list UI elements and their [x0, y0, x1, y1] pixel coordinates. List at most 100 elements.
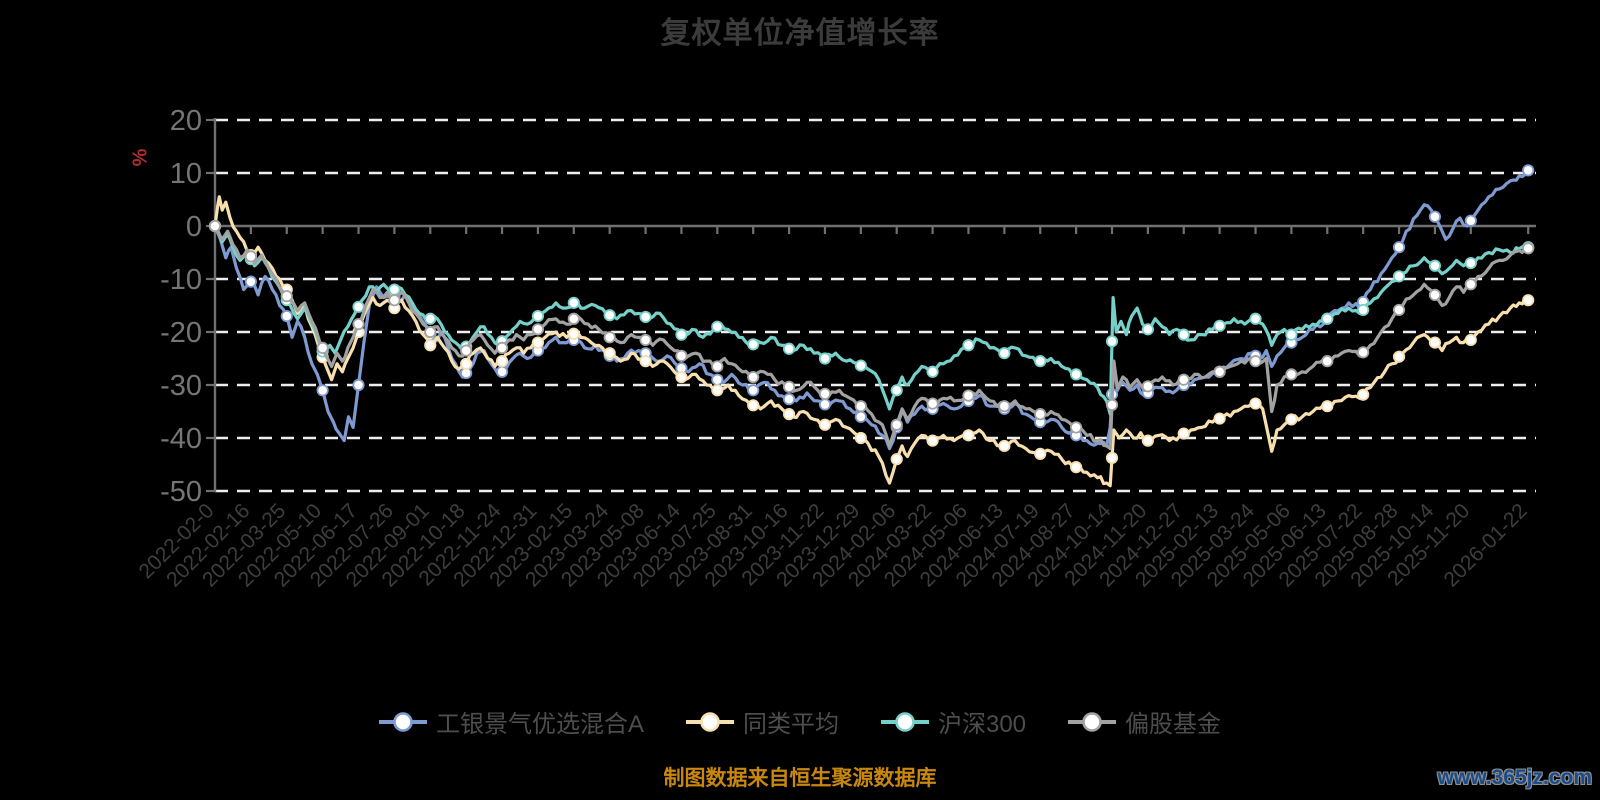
- series-marker-2[interactable]: [782, 342, 796, 355]
- series-marker-0[interactable]: [854, 410, 867, 423]
- series-marker-0[interactable]: [711, 373, 724, 386]
- series-marker-1[interactable]: [1392, 350, 1406, 363]
- series-marker-1[interactable]: [1249, 397, 1262, 410]
- series-marker-1[interactable]: [1357, 388, 1370, 401]
- series-marker-2[interactable]: [1392, 270, 1406, 283]
- series-marker-1[interactable]: [1428, 336, 1442, 349]
- legend-item-0[interactable]: 工银景气优选混合A: [378, 704, 644, 739]
- series-marker-2[interactable]: [926, 365, 939, 378]
- series-marker-3[interactable]: [998, 400, 1011, 413]
- series-marker-2[interactable]: [352, 300, 365, 313]
- series-marker-1[interactable]: [1321, 400, 1334, 413]
- series-marker-0[interactable]: [1392, 241, 1406, 254]
- series-marker-3[interactable]: [1070, 421, 1083, 434]
- series-marker-3[interactable]: [1321, 355, 1334, 368]
- series-marker-2[interactable]: [818, 352, 832, 365]
- series-marker-3[interactable]: [531, 323, 545, 336]
- series-marker-2[interactable]: [1321, 312, 1334, 325]
- series-marker-3[interactable]: [1522, 242, 1535, 255]
- series-marker-2[interactable]: [603, 309, 616, 322]
- series-marker-3[interactable]: [567, 312, 580, 325]
- series-marker-1[interactable]: [747, 399, 760, 412]
- series-marker-2[interactable]: [1357, 303, 1370, 317]
- series-marker-0[interactable]: [352, 378, 365, 392]
- series-marker-1[interactable]: [1522, 294, 1535, 307]
- series-marker-1[interactable]: [603, 347, 616, 360]
- series-marker-2[interactable]: [388, 283, 401, 296]
- legend-item-1[interactable]: 同类平均: [685, 704, 839, 739]
- series-marker-3[interactable]: [424, 325, 437, 339]
- series-marker-2[interactable]: [1141, 323, 1154, 336]
- series-marker-1[interactable]: [1141, 434, 1154, 447]
- series-marker-3[interactable]: [890, 418, 903, 431]
- series-marker-3[interactable]: [208, 219, 222, 233]
- series-marker-1[interactable]: [890, 453, 903, 466]
- series-line-2[interactable]: [213, 224, 1530, 416]
- series-marker-2[interactable]: [747, 338, 760, 351]
- legend-item-3[interactable]: 偏股基金: [1068, 704, 1221, 739]
- series-marker-3[interactable]: [782, 380, 796, 393]
- series-marker-1[interactable]: [1464, 333, 1477, 347]
- series-marker-3[interactable]: [1105, 398, 1119, 411]
- series-marker-3[interactable]: [1141, 380, 1154, 393]
- series-marker-3[interactable]: [639, 333, 652, 347]
- series-marker-0[interactable]: [244, 275, 257, 288]
- series-marker-0[interactable]: [1522, 164, 1535, 177]
- series-marker-2[interactable]: [639, 310, 652, 324]
- series-marker-1[interactable]: [711, 384, 724, 397]
- series-marker-3[interactable]: [747, 370, 760, 384]
- series-marker-3[interactable]: [1213, 365, 1226, 378]
- series-marker-0[interactable]: [1428, 210, 1442, 223]
- series-marker-1[interactable]: [495, 355, 509, 368]
- series-marker-0[interactable]: [818, 398, 832, 411]
- series-marker-1[interactable]: [424, 339, 437, 352]
- series-marker-3[interactable]: [388, 294, 401, 307]
- series-marker-1[interactable]: [1070, 461, 1083, 474]
- series-marker-1[interactable]: [998, 439, 1011, 453]
- series-marker-1[interactable]: [1177, 427, 1190, 440]
- series-marker-1[interactable]: [675, 370, 688, 384]
- series-marker-2[interactable]: [1177, 328, 1190, 341]
- legend-item-2[interactable]: 沪深300: [880, 704, 1026, 739]
- series-marker-1[interactable]: [1213, 412, 1226, 425]
- series-marker-3[interactable]: [675, 349, 688, 362]
- series-marker-2[interactable]: [531, 309, 545, 323]
- series-marker-1[interactable]: [818, 418, 832, 431]
- series-marker-3[interactable]: [1357, 346, 1370, 359]
- series-marker-3[interactable]: [280, 290, 293, 303]
- series-marker-2[interactable]: [962, 339, 975, 352]
- series-marker-0[interactable]: [1464, 214, 1477, 227]
- series-marker-1[interactable]: [926, 434, 939, 447]
- series-marker-1[interactable]: [460, 357, 473, 370]
- series-marker-2[interactable]: [1285, 328, 1298, 341]
- series-marker-2[interactable]: [998, 347, 1011, 360]
- series-marker-2[interactable]: [1034, 355, 1047, 368]
- series-marker-0[interactable]: [495, 365, 509, 378]
- series-marker-3[interactable]: [1177, 373, 1190, 386]
- series-marker-0[interactable]: [316, 384, 329, 397]
- series-marker-3[interactable]: [316, 341, 329, 354]
- series-marker-1[interactable]: [1285, 413, 1298, 426]
- series-marker-2[interactable]: [1070, 368, 1083, 381]
- series-marker-2[interactable]: [1464, 256, 1477, 270]
- series-marker-3[interactable]: [1392, 303, 1406, 317]
- series-marker-3[interactable]: [603, 331, 616, 344]
- series-marker-1[interactable]: [531, 336, 545, 349]
- series-marker-2[interactable]: [890, 384, 903, 397]
- series-marker-3[interactable]: [460, 344, 473, 357]
- series-marker-2[interactable]: [1428, 259, 1442, 272]
- series-line-3[interactable]: [213, 224, 1530, 451]
- series-marker-2[interactable]: [1249, 312, 1262, 325]
- series-marker-3[interactable]: [352, 317, 365, 331]
- series-marker-2[interactable]: [675, 328, 688, 341]
- series-marker-1[interactable]: [782, 408, 796, 421]
- series-marker-1[interactable]: [567, 327, 580, 340]
- series-marker-0[interactable]: [782, 393, 796, 406]
- series-marker-1[interactable]: [854, 431, 867, 445]
- series-marker-1[interactable]: [639, 355, 652, 368]
- series-marker-3[interactable]: [926, 397, 939, 410]
- series-marker-3[interactable]: [818, 387, 832, 400]
- series-marker-0[interactable]: [280, 309, 293, 323]
- series-marker-3[interactable]: [1464, 278, 1477, 291]
- series-marker-3[interactable]: [854, 400, 867, 413]
